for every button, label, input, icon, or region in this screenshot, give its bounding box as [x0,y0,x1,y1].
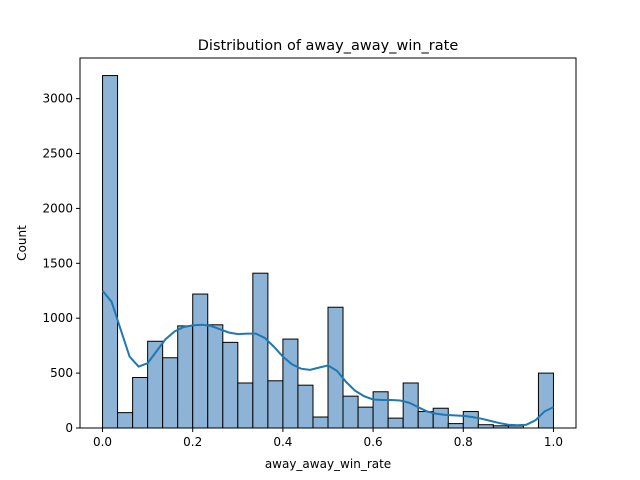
histogram-bar-17 [357,406,374,429]
histogram-bar-8 [222,341,239,429]
plot-frame [79,57,577,429]
histogram-bar-10 [252,272,269,429]
histogram-bar-29 [537,372,554,429]
histogram-bar-1 [117,412,134,429]
histogram-bar-12 [282,338,299,429]
histogram-bar-18 [372,391,389,429]
histogram-bar-19 [387,417,404,429]
y-tick-label: 500 [50,366,73,380]
y-tick-label: 1000 [42,311,73,325]
x-tick-label: 0.8 [454,435,473,449]
histogram-bar-0 [102,75,119,429]
x-tick-label: 0.4 [273,435,292,449]
kde-line [101,290,554,427]
axes-layer: 0.0 0.2 0.4 0.6 0.8 1.0 0 500 1000 1500 2000 2500 30… [42,57,577,449]
y-tick-label: 2500 [42,147,73,161]
x-tick-label: 0.6 [364,435,383,449]
histogram-bar-5 [177,325,194,429]
y-tick-label: 2000 [42,201,73,215]
histogram-bar-4 [162,357,179,429]
x-tick-label: 0.0 [93,435,112,449]
x-axis-label: away_away_win_rate [265,457,391,471]
histogram-bar-21 [417,411,434,429]
histogram-bar-13 [297,384,314,429]
histogram-bar-14 [312,416,329,429]
x-tick-label: 1.0 [544,435,563,449]
histogram-bar-23 [447,423,464,429]
histogram-bar-2 [132,376,149,429]
histogram-bar-22 [432,407,449,429]
histogram-bar-16 [342,395,359,429]
chart-title: Distribution of away_away_win_rate [198,38,459,54]
y-tick-label: 0 [65,421,73,435]
histogram-bar-11 [267,380,284,429]
x-tick-label: 0.2 [183,435,202,449]
histogram-bar-6 [192,293,209,429]
bars-layer [102,75,554,429]
histogram-bar-24 [462,411,479,429]
histogram-bar-9 [237,382,254,429]
y-axis-label: Count [15,225,29,261]
y-tick-label: 1500 [42,256,73,270]
histogram-bar-7 [207,324,224,429]
y-tick-label: 3000 [42,92,73,106]
